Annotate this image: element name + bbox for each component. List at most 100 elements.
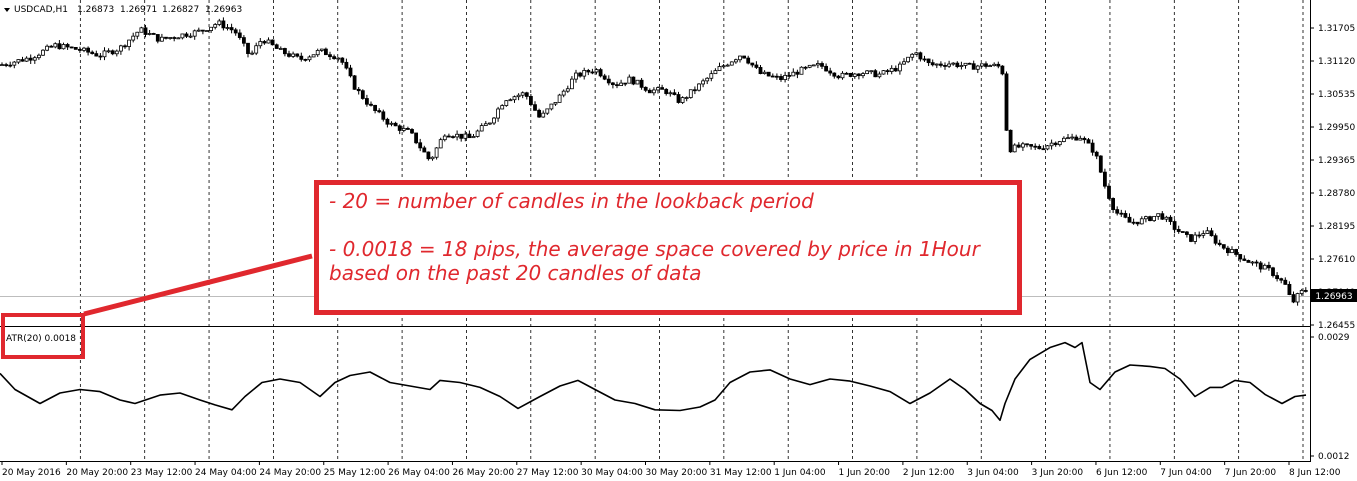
candle-body xyxy=(86,47,90,53)
candle-body xyxy=(422,147,427,153)
candle-body xyxy=(168,37,173,39)
candle-body xyxy=(725,64,730,67)
candle-body xyxy=(598,69,603,77)
candle-body xyxy=(1070,136,1074,139)
candle-body xyxy=(512,96,517,101)
candle-body xyxy=(291,53,296,57)
candle-body xyxy=(1103,171,1107,187)
candle-body xyxy=(1242,258,1247,261)
candle-body xyxy=(750,62,755,66)
candle-body xyxy=(783,74,787,80)
annotation-line-3: based on the past 20 candles of data xyxy=(329,261,702,285)
candle-body xyxy=(943,65,947,67)
time-axis: 20 May 2016 20 May 20:00 23 May 12:00 24 Ma… xyxy=(1,461,1341,478)
candle-body xyxy=(61,44,66,50)
candle-body xyxy=(1074,136,1079,141)
candle-body xyxy=(1234,249,1238,255)
candle-body xyxy=(701,80,705,85)
time-tick-label: 7 Jun 04:00 xyxy=(1160,468,1212,478)
candle-body xyxy=(1295,293,1300,303)
candle-body xyxy=(1057,141,1062,146)
candle-body xyxy=(492,117,496,124)
candle-body xyxy=(463,133,468,139)
chart-header: USDCAD,H1 1.26873 1.26971 1.26827 1.2696… xyxy=(4,5,242,15)
candle-body xyxy=(1152,215,1156,222)
candle-body xyxy=(885,70,890,73)
ohlc-close: 1.26963 xyxy=(205,5,242,15)
candle-body xyxy=(574,72,578,80)
candle-body xyxy=(266,39,271,44)
candle-body xyxy=(1148,216,1152,222)
candle-body xyxy=(1279,278,1284,281)
candle-body xyxy=(250,52,255,55)
candle-body xyxy=(553,102,558,105)
candle-body xyxy=(1217,242,1222,246)
candle-body xyxy=(94,53,99,57)
candle-body xyxy=(1303,290,1308,292)
candle-body xyxy=(984,63,988,67)
candle-body xyxy=(734,59,738,63)
candle-body xyxy=(438,139,443,149)
candle-body xyxy=(102,50,107,58)
candle-body xyxy=(1062,137,1066,142)
candle-body xyxy=(262,41,267,44)
annotation-line-1: - 20 = number of candles in the lookback… xyxy=(329,189,814,213)
candle-body xyxy=(1016,144,1021,148)
candle-body xyxy=(1176,229,1181,232)
candle-body xyxy=(1221,244,1226,249)
candle-body xyxy=(697,83,701,91)
candle-body xyxy=(926,58,931,64)
candle-body xyxy=(787,74,792,77)
candle-body xyxy=(479,125,484,132)
candle-body xyxy=(1008,129,1013,153)
candle-body xyxy=(639,79,644,88)
price-tick-label: 1.27610 xyxy=(1318,255,1355,265)
price-tick-label: 1.31705 xyxy=(1318,24,1355,34)
candle-body xyxy=(1160,213,1165,220)
candle-body xyxy=(643,86,648,91)
price-axis: 1.31705 1.31120 1.30535 1.29950 1.29365 1.287… xyxy=(1310,24,1355,331)
candle-body xyxy=(352,75,357,90)
candle-body xyxy=(902,61,906,65)
candle-body xyxy=(385,118,390,125)
candle-body xyxy=(164,36,168,39)
candle-body xyxy=(114,50,119,55)
candle-body xyxy=(857,73,861,77)
candle-body xyxy=(1226,247,1230,254)
candle-body xyxy=(541,112,546,118)
candle-body xyxy=(709,73,714,79)
candle-body xyxy=(1135,221,1140,225)
candle-body xyxy=(1197,234,1202,237)
candle-body xyxy=(844,72,849,75)
candle-body xyxy=(1111,198,1115,210)
candle-body xyxy=(471,136,476,139)
candle-body xyxy=(451,136,455,138)
candle-body xyxy=(590,71,595,74)
candle-body xyxy=(549,103,554,110)
candle-body xyxy=(799,66,804,75)
candle-body xyxy=(176,37,181,40)
candle-body xyxy=(660,87,664,90)
annotation-line-2: - 0.0018 = 18 pips, the average space co… xyxy=(329,237,980,261)
candle-body xyxy=(836,75,841,79)
candle-body xyxy=(90,51,95,54)
candle-body xyxy=(159,36,164,42)
candle-body xyxy=(742,55,746,59)
symbol-menu-arrow-icon[interactable] xyxy=(4,8,10,12)
candle-body xyxy=(1283,279,1288,285)
candle-body xyxy=(401,128,406,131)
candle-body xyxy=(615,84,619,87)
candle-body xyxy=(1037,146,1042,150)
candle-body xyxy=(1291,294,1296,303)
candle-body xyxy=(192,30,197,37)
candle-body xyxy=(889,67,894,72)
candle-body xyxy=(1123,213,1128,218)
candle-body xyxy=(1275,275,1279,280)
last-price-tag-bg xyxy=(1311,289,1357,302)
candle-body xyxy=(1045,145,1050,150)
candle-body xyxy=(315,50,320,56)
candle-body xyxy=(151,33,156,35)
candle-body xyxy=(693,89,697,92)
candle-body xyxy=(221,20,226,29)
